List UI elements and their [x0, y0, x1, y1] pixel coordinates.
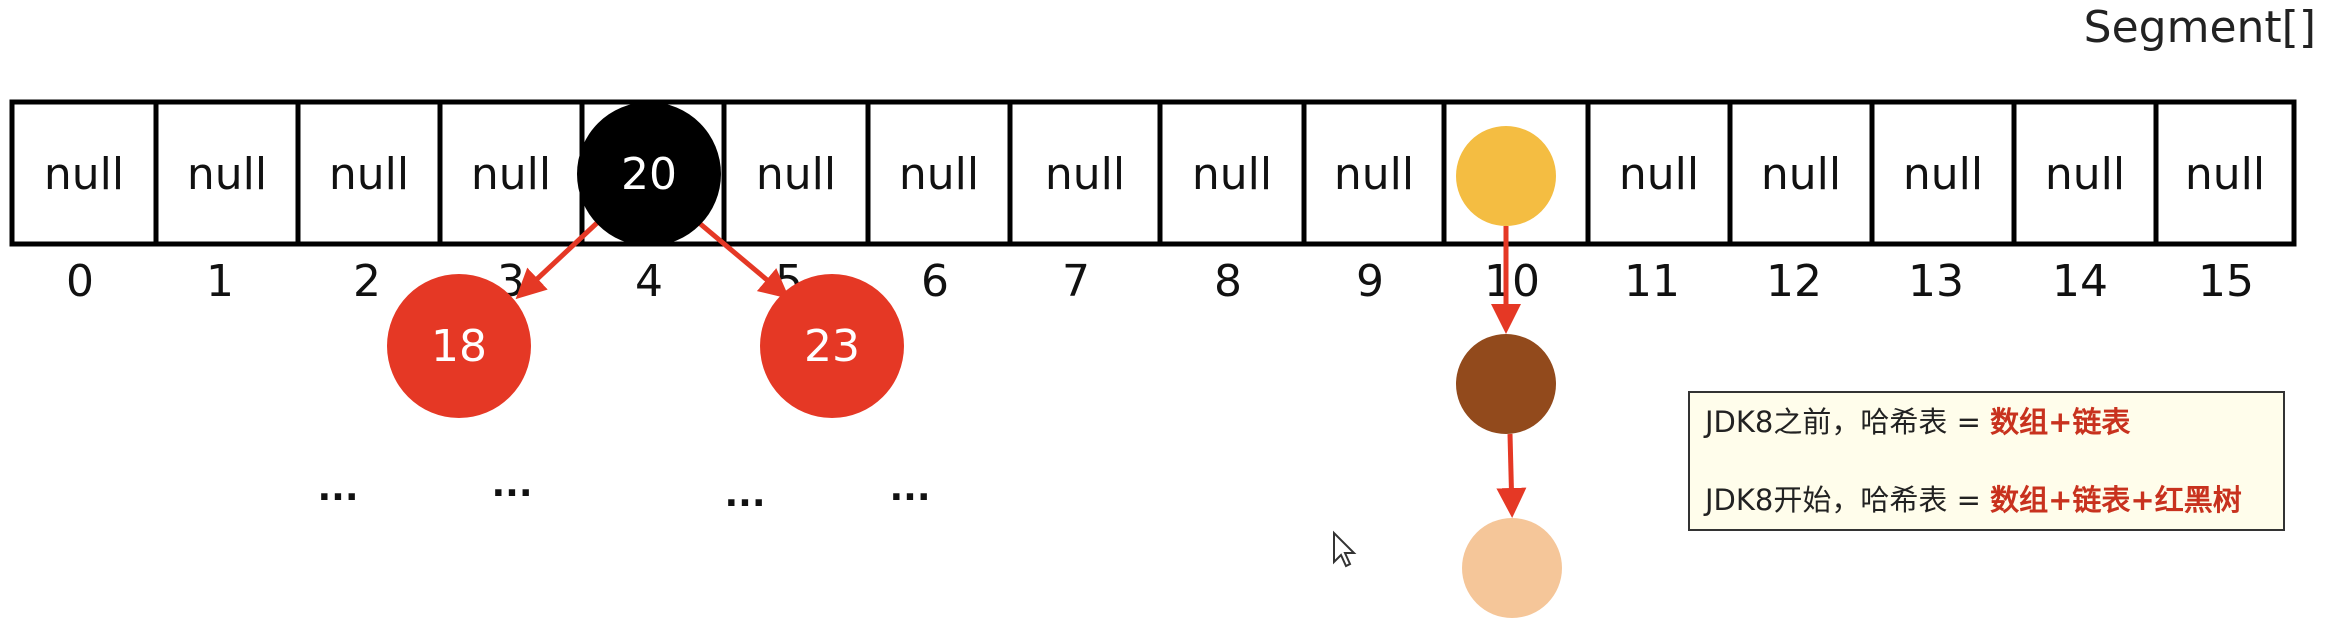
array-cell-1: null [187, 149, 267, 200]
array-cell-3: null [471, 149, 551, 200]
index-labels: 0 1 2 3 4 5 6 7 8 9 10 11 12 13 14 15 [66, 256, 2254, 307]
list-node-2 [1456, 334, 1556, 434]
note-box: JDK8之前，哈希表 = 数组+链表 JDK8开始，哈希表 = 数组+链表+红黑… [1688, 391, 2285, 531]
array-cell-9: null [1334, 149, 1414, 200]
array-index-13: 13 [1908, 256, 1964, 307]
linked-list [1456, 126, 1562, 618]
array-index-0: 0 [66, 256, 94, 307]
array-index-10: 10 [1484, 256, 1540, 307]
tree-ellipsis-2: ... [491, 464, 532, 505]
array-cell-8: null [1192, 149, 1272, 200]
cell-dividers [153, 102, 2159, 244]
array-title: Segment[] [2084, 2, 2316, 53]
list-node-3 [1462, 518, 1562, 618]
array-cell-0: null [44, 149, 124, 200]
mouse-cursor-icon [1333, 530, 1357, 568]
array-cell-5: null [756, 149, 836, 200]
tree-ellipsis-3: ... [724, 474, 765, 515]
array-index-1: 1 [206, 256, 234, 307]
array-index-8: 8 [1214, 256, 1242, 307]
tree-ellipsis-1: ... [317, 468, 358, 509]
tree-edge-right [696, 220, 790, 299]
array-cell-13: null [1903, 149, 1983, 200]
note-line-2-highlight: 数组+链表+红黑树 [1990, 483, 2242, 517]
array: null null null null null null null null null null… [9, 99, 2297, 307]
array-index-6: 6 [921, 256, 949, 307]
cell-labels: null null null null null null null null null null… [44, 149, 2265, 200]
note-line-1-highlight: 数组+链表 [1990, 405, 2130, 439]
array-cell-12: null [1761, 149, 1841, 200]
array-index-12: 12 [1766, 256, 1822, 307]
note-line-2-prefix: JDK8开始，哈希表 = [1703, 483, 1990, 517]
note-line-1: JDK8之前，哈希表 = 数组+链表 [1703, 405, 2130, 439]
red-black-tree: 20 18 23 ... ... ... ... [317, 102, 931, 515]
note-line-2: JDK8开始，哈希表 = 数组+链表+红黑树 [1703, 483, 2242, 517]
tree-left-node [387, 274, 531, 418]
array-cell-2: null [329, 149, 409, 200]
array-cell-11: null [1619, 149, 1699, 200]
array-frame [9, 99, 2297, 247]
array-cell-6: null [899, 149, 979, 200]
array-index-2: 2 [353, 256, 381, 307]
tree-ellipsis-4: ... [889, 468, 930, 509]
tree-right-label: 23 [804, 321, 860, 372]
array-index-4: 4 [635, 256, 663, 307]
note-frame [1688, 391, 2285, 531]
array-index-9: 9 [1356, 256, 1384, 307]
note-line-1-prefix: JDK8之前，哈希表 = [1703, 405, 1990, 439]
array-cell-7: null [1045, 149, 1125, 200]
tree-edge-left [515, 220, 600, 300]
array-cell-14: null [2045, 149, 2125, 200]
tree-left-label: 18 [431, 321, 487, 372]
list-node-1 [1456, 126, 1556, 226]
tree-right-node [760, 274, 904, 418]
array-index-14: 14 [2052, 256, 2108, 307]
list-edge-2 [1496, 433, 1527, 518]
array-cell-15: null [2185, 149, 2265, 200]
array-index-11: 11 [1624, 256, 1680, 307]
tree-root-label: 20 [621, 149, 677, 200]
array-index-7: 7 [1062, 256, 1090, 307]
array-index-15: 15 [2198, 256, 2254, 307]
tree-root-node [577, 102, 721, 246]
